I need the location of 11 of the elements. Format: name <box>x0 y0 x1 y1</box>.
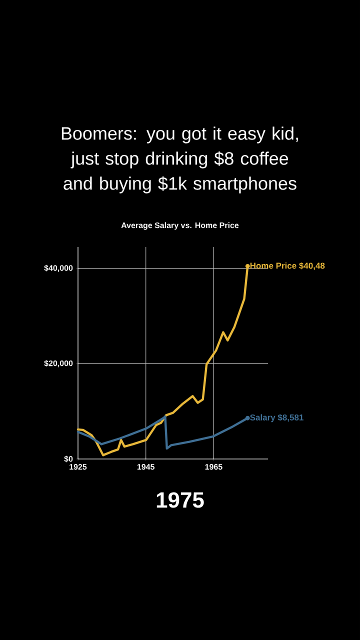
x-tick-label: 1925 <box>70 464 87 470</box>
x-tick-label: 1965 <box>205 464 222 470</box>
annotation: Salary $8,581 <box>250 414 304 422</box>
text: 1975 <box>156 492 204 508</box>
annotation: Home Price $40,48 <box>250 262 325 270</box>
chart-title: Boomers: you got it easy kid, just stop drinking $8 coffee and buying $1k smartphones <box>62 126 298 194</box>
y-tick-label: $40,000 <box>44 264 73 272</box>
y-tick-label: $0 <box>64 456 73 462</box>
y-tick-label: $20,000 <box>44 360 73 368</box>
x-tick-label: 1945 <box>137 464 155 470</box>
chart-subtitle: Average Salary vs. Home Price <box>121 222 239 230</box>
